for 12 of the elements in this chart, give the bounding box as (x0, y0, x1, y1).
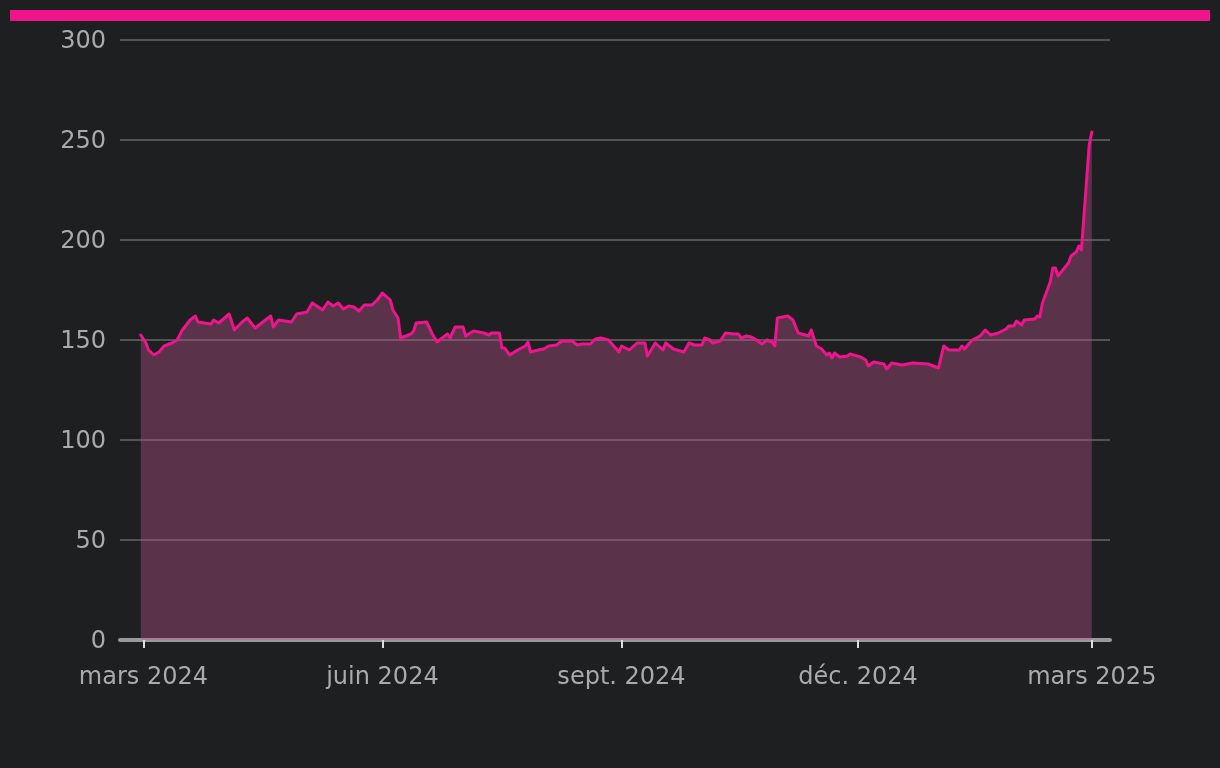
x-tick-label: déc. 2024 (798, 662, 918, 690)
x-tick-label: mars 2024 (78, 662, 208, 690)
y-tick-label: 300 (60, 26, 106, 54)
x-tick-label: juin 2024 (325, 662, 439, 690)
y-tick-label: 250 (60, 126, 106, 154)
y-tick-label: 200 (60, 226, 106, 254)
x-tick-label: mars 2025 (1027, 662, 1157, 690)
y-tick-label: 150 (60, 326, 106, 354)
x-tick-label: sept. 2024 (557, 662, 686, 690)
y-tick-label: 50 (75, 526, 106, 554)
y-tick-label: 0 (90, 626, 106, 654)
y-tick-label: 100 (60, 426, 106, 454)
